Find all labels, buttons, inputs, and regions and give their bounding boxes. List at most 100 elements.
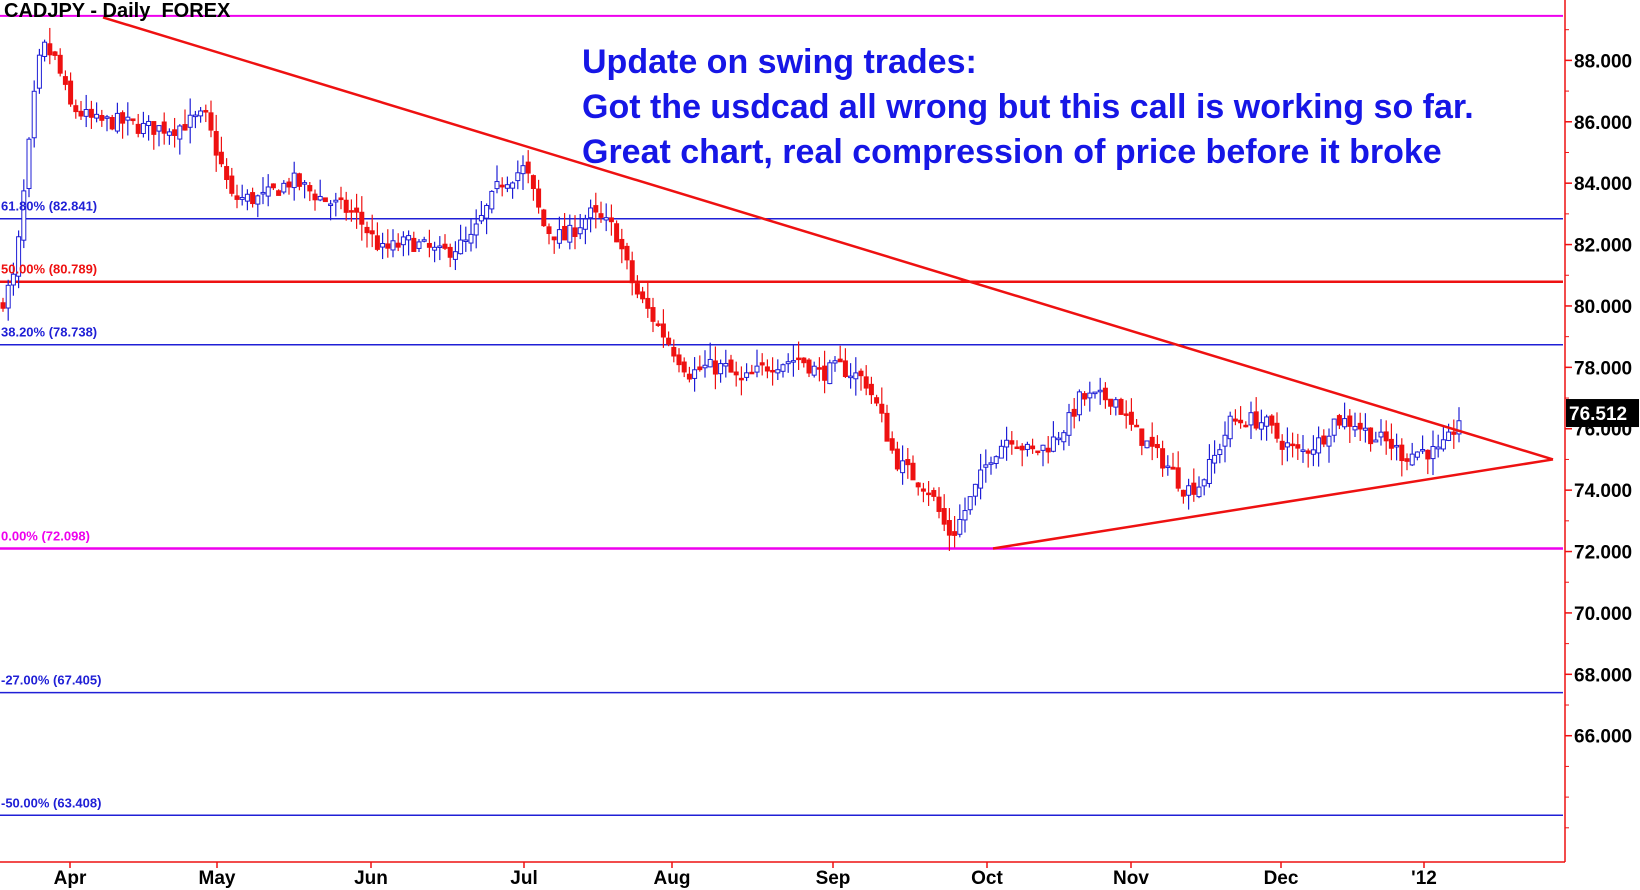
candle: [832, 356, 838, 372]
candle: [68, 72, 74, 107]
candle: [255, 194, 261, 218]
candle-body: [333, 199, 339, 203]
candle-body: [494, 181, 500, 190]
fib-level-label: 38.20% (78.738): [1, 325, 97, 340]
candle: [759, 353, 765, 376]
candle-body: [1357, 422, 1363, 430]
candle: [733, 361, 739, 387]
month-label: Dec: [1264, 868, 1299, 889]
candle-body: [801, 357, 807, 364]
candle: [1082, 391, 1088, 406]
candle: [941, 494, 947, 532]
candle-body: [744, 372, 750, 378]
candle-body: [1279, 440, 1285, 450]
candle-body: [52, 51, 58, 56]
candle: [1149, 422, 1155, 461]
candle: [473, 209, 479, 249]
candle-body: [1154, 443, 1160, 449]
candle-body: [16, 236, 22, 277]
month-label: Apr: [54, 868, 87, 889]
candle-body: [546, 226, 552, 235]
candle: [1056, 431, 1062, 446]
candle-body: [1342, 418, 1348, 428]
candle: [494, 165, 500, 194]
candle: [203, 104, 209, 123]
candle: [140, 111, 146, 138]
price-tick-label: 70.000: [1574, 604, 1632, 625]
candle-body: [827, 362, 833, 385]
price-tick-label: 88.000: [1574, 51, 1632, 72]
candle-body: [1092, 391, 1098, 395]
candle: [224, 158, 230, 189]
candle: [244, 189, 250, 211]
candle-body: [780, 364, 786, 372]
candle-body: [811, 365, 817, 376]
candle-body: [260, 191, 266, 195]
candle: [146, 115, 152, 141]
candle-body: [478, 214, 484, 222]
candle: [26, 137, 32, 198]
candle: [1368, 427, 1374, 452]
price-tick-label: 72.000: [1574, 543, 1632, 564]
candle-body: [733, 371, 739, 376]
candle-body: [1227, 415, 1233, 440]
candle: [1217, 443, 1223, 464]
candle-body: [629, 260, 635, 284]
candle-body: [551, 236, 557, 241]
candle: [811, 361, 817, 378]
candle: [686, 366, 692, 383]
candle-body: [1300, 449, 1306, 452]
candle: [614, 220, 620, 243]
candle: [437, 236, 443, 261]
candle-body: [234, 195, 240, 200]
candle-body: [692, 369, 698, 379]
candle-body: [296, 173, 302, 187]
candle: [858, 368, 864, 391]
candle-body: [868, 383, 874, 396]
candle: [1435, 434, 1441, 458]
candle: [806, 358, 812, 378]
candle-body: [998, 445, 1004, 459]
candle: [1326, 428, 1332, 463]
candle-body: [244, 193, 250, 202]
candle: [707, 342, 713, 368]
price-tick-label: 84.000: [1574, 174, 1632, 195]
candles: [0, 27, 1462, 551]
candle: [1404, 453, 1410, 471]
candle-body: [536, 188, 542, 208]
support-trendline: [992, 458, 1554, 550]
month-label: May: [199, 868, 236, 889]
candle-body: [645, 297, 651, 309]
candle: [208, 100, 214, 138]
candle: [291, 161, 297, 201]
candle: [1258, 409, 1264, 441]
candle-body: [1030, 445, 1036, 450]
candle-body: [322, 197, 328, 203]
candle: [884, 404, 890, 442]
candle-body: [390, 240, 396, 251]
candle-body: [1144, 440, 1150, 449]
candle-body: [1118, 398, 1124, 415]
month-label: Sep: [816, 868, 851, 889]
candle: [390, 229, 396, 258]
candle-body: [1045, 447, 1051, 453]
candle-body: [10, 273, 16, 286]
candle: [1316, 426, 1322, 467]
candle-body: [697, 366, 703, 371]
candle: [775, 359, 781, 381]
candle: [213, 114, 219, 172]
candle-body: [1425, 449, 1431, 460]
candle-body: [1388, 438, 1394, 449]
candle-body: [156, 125, 162, 132]
candle-body: [218, 151, 224, 165]
candle: [1238, 406, 1244, 429]
candle-body: [328, 203, 334, 206]
candle-body: [806, 359, 812, 374]
candle: [1045, 436, 1051, 464]
candle: [889, 431, 895, 454]
candle-body: [1440, 439, 1446, 450]
candle-body: [1201, 479, 1207, 487]
candle: [1440, 425, 1446, 452]
price-tick-label: 78.000: [1574, 358, 1632, 379]
candle-body: [640, 291, 646, 300]
